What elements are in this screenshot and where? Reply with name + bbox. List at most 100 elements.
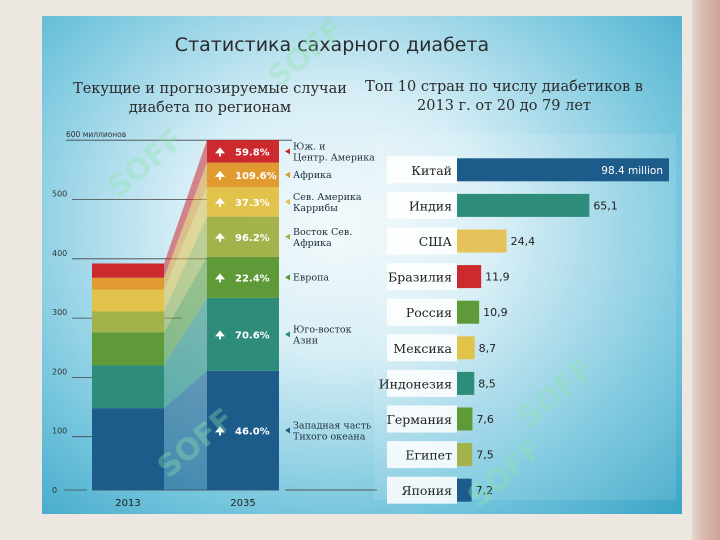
up-arrow-icon xyxy=(219,279,221,283)
country-label: Россия xyxy=(406,305,452,320)
bar-2013-segment xyxy=(92,263,164,278)
slide-title: Статистика сахарного диабета xyxy=(174,34,490,56)
country-bar xyxy=(457,265,482,289)
country-label: Египет xyxy=(405,448,452,463)
bar-2013-segment xyxy=(92,365,164,409)
growth-label: 37.3% xyxy=(235,198,270,209)
projection-band xyxy=(164,370,207,490)
up-arrow-icon xyxy=(215,426,225,433)
up-arrow-icon xyxy=(215,232,225,239)
country-label-box xyxy=(387,298,457,326)
country-value-label: 65,1 xyxy=(593,199,618,212)
region-label: Сев. Америка xyxy=(293,192,362,203)
projection-band xyxy=(164,186,207,312)
slide: Статистика сахарного диабета Текущие и п… xyxy=(42,16,682,514)
diabetes-charts: 0 100 200 300 400 500 600 миллионов 46.0% Западн… xyxy=(52,130,676,509)
country-value-label: 8,5 xyxy=(478,377,496,390)
growth-label: 46.0% xyxy=(235,426,270,437)
up-arrow-icon xyxy=(215,147,225,154)
growth-label: 22.4% xyxy=(235,273,270,284)
growth-label: 59.8% xyxy=(235,147,270,158)
country-bar xyxy=(457,158,669,182)
growth-label: 96.2% xyxy=(235,233,270,244)
country-value-label: 11,9 xyxy=(485,271,510,284)
region-label: Юж. и xyxy=(293,141,325,152)
y-tick-label: 300 xyxy=(52,308,67,317)
region-marker xyxy=(285,331,290,338)
regions-chart-title: Текущие и прогнозируемые случаи диабета … xyxy=(73,81,347,116)
y-tick-label: 600 миллионов xyxy=(66,130,126,139)
region-label: Каррибы xyxy=(293,203,338,214)
region-marker xyxy=(285,274,290,281)
country-label: США xyxy=(419,234,453,249)
up-arrow-icon xyxy=(219,203,221,207)
country-bar xyxy=(457,407,473,431)
country-label-box xyxy=(387,476,457,504)
bar-2035-segment xyxy=(207,140,279,163)
region-marker xyxy=(285,233,290,240)
y-tick-label: 100 xyxy=(52,427,67,436)
region-label: Европа xyxy=(293,272,329,283)
country-label-box xyxy=(387,156,457,184)
country-value-label: 98.4 million xyxy=(601,165,663,177)
bar-2013-segment xyxy=(92,289,164,312)
y-tick-label: 400 xyxy=(52,249,67,258)
region-label: Африка xyxy=(293,170,332,181)
region-label: Азии xyxy=(293,335,318,346)
slide-frame-border xyxy=(692,0,720,540)
country-label: Германия xyxy=(387,412,453,427)
country-value-label: 7,2 xyxy=(476,484,494,497)
x-category-label: 2013 xyxy=(115,498,140,509)
country-bar xyxy=(457,336,475,360)
country-bar xyxy=(457,300,480,324)
bar-2013-segment xyxy=(92,311,164,333)
country-value-label: 10,9 xyxy=(483,306,508,319)
country-label: Индонезия xyxy=(379,376,452,391)
region-marker xyxy=(285,171,290,178)
up-arrow-icon xyxy=(215,170,225,177)
country-label-box xyxy=(387,405,457,433)
country-value-label: 24,4 xyxy=(511,235,536,248)
up-arrow-icon xyxy=(215,330,225,337)
region-label: Западная часть xyxy=(293,420,371,431)
region-label: Африка xyxy=(293,238,332,249)
up-arrow-icon xyxy=(219,238,221,242)
y-tick-label: 500 xyxy=(52,190,67,199)
region-label: Тихого океана xyxy=(293,431,366,442)
country-label: Бразилия xyxy=(388,270,452,285)
country-bar xyxy=(457,443,473,467)
country-label-box xyxy=(387,441,457,469)
bar-2013-segment xyxy=(92,332,164,366)
country-label-box xyxy=(387,227,457,255)
country-label-box xyxy=(387,334,457,362)
countries-chart-title: Топ 10 стран по числу диабетиков в 2013 … xyxy=(365,79,643,114)
region-marker xyxy=(285,427,290,434)
country-label-box xyxy=(387,191,457,219)
bar-2013-segment xyxy=(92,277,164,290)
country-value-label: 8,7 xyxy=(479,342,497,355)
up-arrow-icon xyxy=(219,432,221,436)
country-bar xyxy=(457,371,475,395)
country-value-label: 7,6 xyxy=(476,413,494,426)
country-label-box xyxy=(387,263,457,291)
country-bar xyxy=(457,193,590,217)
region-label: Центр. Америка xyxy=(293,152,375,163)
projection-band xyxy=(164,216,207,333)
region-label: Юго-восток xyxy=(293,324,352,335)
bar-2013-segment xyxy=(92,408,164,490)
projection-band xyxy=(164,140,207,278)
up-arrow-icon xyxy=(219,176,221,180)
country-bar xyxy=(457,229,507,253)
up-arrow-icon xyxy=(215,273,225,280)
projection-band xyxy=(164,162,207,290)
region-label: Восток Сев. xyxy=(293,227,352,238)
y-tick-label: 0 xyxy=(52,486,57,495)
region-marker xyxy=(285,148,290,155)
country-label: Китай xyxy=(411,163,452,178)
up-arrow-icon xyxy=(219,153,221,157)
projection-band xyxy=(164,256,207,366)
country-bar xyxy=(457,478,472,502)
x-category-label: 2035 xyxy=(230,498,255,509)
up-arrow-icon xyxy=(215,197,225,204)
region-marker xyxy=(285,198,290,205)
